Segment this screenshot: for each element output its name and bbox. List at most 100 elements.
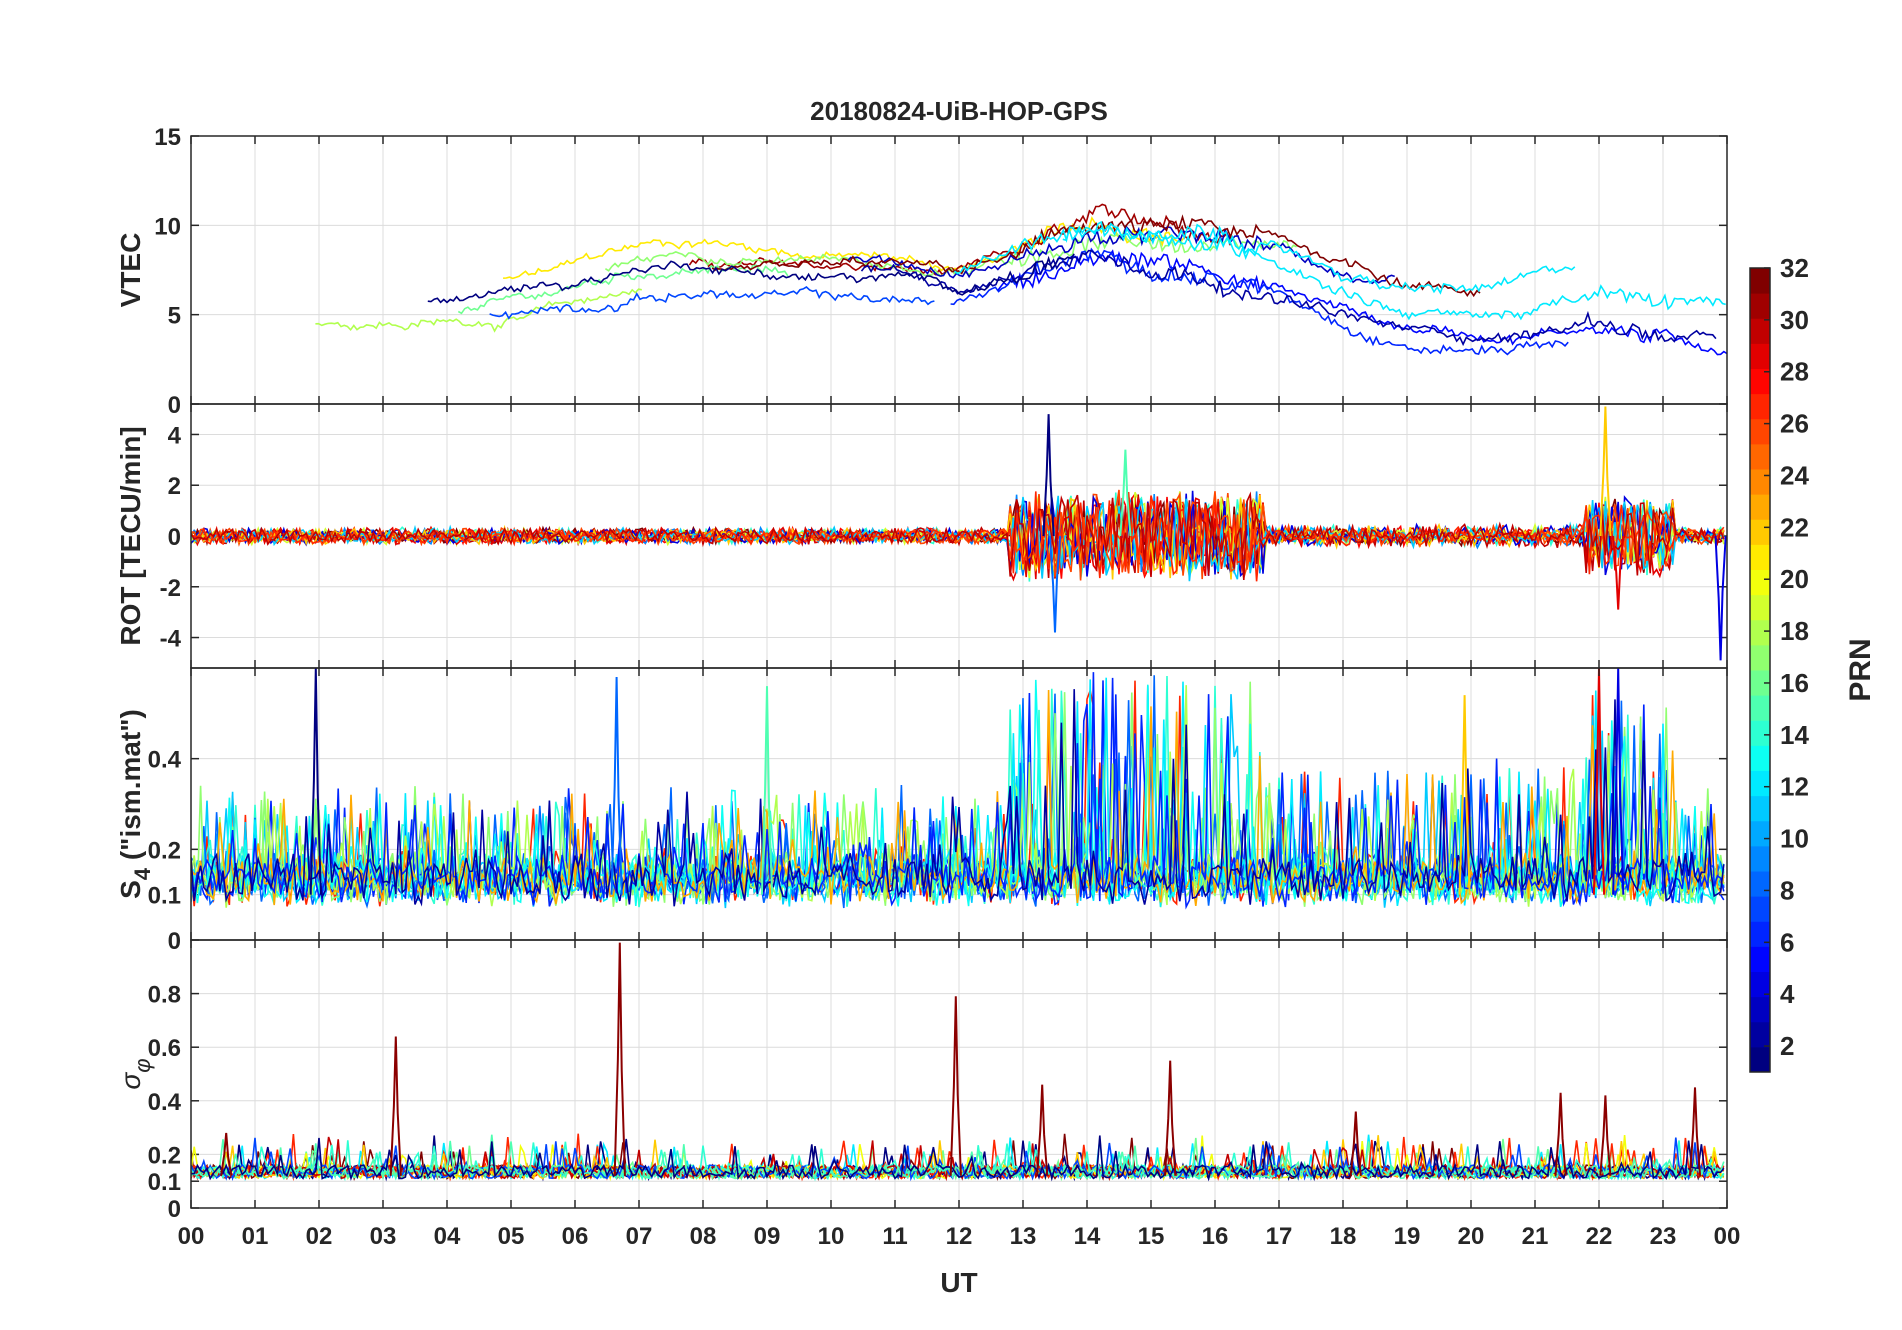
colorbar-band: [1750, 469, 1770, 495]
series-line: [427, 253, 1075, 304]
peak-mark: [610, 677, 623, 895]
series-line: [996, 249, 1727, 356]
x-axis-label: UT: [940, 1267, 977, 1298]
y-tick-label: 0.6: [148, 1035, 181, 1062]
x-tick-label: 23: [1650, 1223, 1677, 1250]
series-line: [191, 689, 1725, 907]
colorbar-band: [1750, 393, 1770, 420]
x-tick-label: 21: [1522, 1223, 1549, 1250]
series-line: [503, 216, 1186, 280]
peak-mark: [613, 942, 626, 1176]
colorbar-tick-label: 10: [1780, 824, 1809, 854]
colorbar-band: [1750, 1046, 1770, 1073]
y-tick-label: 4: [168, 422, 182, 449]
colorbar-tick-label: 20: [1780, 564, 1809, 594]
y-tick-label: 0: [168, 392, 181, 419]
x-tick-label: 16: [1202, 1223, 1229, 1250]
x-tick-label: 22: [1586, 1223, 1613, 1250]
y-axis-label: σφ: [115, 1058, 155, 1089]
series-line: [191, 672, 1725, 910]
colorbar-band: [1750, 1021, 1770, 1048]
peak-mark: [1048, 535, 1062, 633]
peak-mark: [220, 1132, 233, 1177]
colorbar-tick-label: 18: [1780, 616, 1809, 646]
peak-mark: [1042, 414, 1055, 537]
colorbar-frame: [1749, 267, 1771, 1073]
y-axis-label: ROT [TECU/min]: [115, 426, 146, 645]
colorbar-tick-label: 32: [1780, 253, 1809, 283]
colorbar-band: [1750, 594, 1770, 621]
colorbar-band: [1750, 293, 1770, 319]
colorbar-tick-label: 26: [1780, 409, 1809, 439]
colorbar-band: [1750, 644, 1770, 671]
colorbar-tick-label: 22: [1780, 512, 1809, 542]
panel-3: 0 0.1 0.2 0.4S4 ("ism.mat"): [115, 667, 1728, 955]
traces: [315, 203, 1727, 356]
colorbar-tick-label: 28: [1780, 357, 1809, 387]
series-line: [953, 224, 1726, 321]
y-axis-label: S4 ("ism.mat"): [115, 709, 155, 899]
series-line: [489, 286, 935, 320]
peak-mark: [760, 686, 774, 895]
series-line: [860, 249, 1717, 347]
peak-mark: [309, 668, 322, 895]
series-line: [1062, 220, 1576, 295]
peak-mark: [1592, 668, 1606, 895]
colorbar-band: [1750, 946, 1770, 972]
colorbar-tick-label: 24: [1780, 460, 1809, 490]
peak-mark: [1714, 535, 1727, 661]
x-tick-label: 15: [1138, 1223, 1165, 1250]
colorbar-tick-label: 12: [1780, 772, 1809, 802]
traces: [191, 942, 1725, 1182]
series-line: [191, 491, 1725, 581]
traces: [191, 668, 1725, 910]
y-tick-label: -4: [160, 626, 182, 653]
colorbar-band: [1750, 268, 1770, 294]
x-tick-label: 19: [1394, 1223, 1421, 1250]
colorbar-band: [1750, 770, 1770, 797]
y-tick-label: 0.1: [148, 883, 181, 910]
peak-mark: [1458, 695, 1471, 895]
y-tick-label: -2: [160, 575, 181, 602]
colorbar-tick-label: 16: [1780, 668, 1809, 698]
series-line: [604, 229, 1297, 278]
colorbar-band: [1750, 996, 1770, 1023]
x-tick-label: 14: [1074, 1223, 1101, 1250]
colorbar-band: [1750, 569, 1770, 596]
y-tick-label: 0.2: [148, 837, 181, 864]
x-tick-label: 06: [562, 1223, 589, 1250]
y-tick-label: 0.8: [148, 982, 181, 1009]
colorbar-tick-label: 30: [1780, 305, 1809, 335]
colorbar-band: [1750, 443, 1770, 470]
peak-mark: [1036, 1084, 1049, 1176]
series-line: [457, 264, 789, 315]
colorbar-band: [1750, 318, 1770, 344]
colorbar-band: [1750, 343, 1770, 369]
peak-mark: [1349, 1111, 1362, 1176]
peak-mark: [1612, 668, 1625, 895]
series-line: [315, 288, 642, 333]
colorbar-label: PRN: [1844, 638, 1877, 701]
colorbar-band: [1750, 670, 1770, 696]
x-tick-label: 02: [306, 1223, 333, 1250]
x-tick-label: 00: [1714, 1223, 1741, 1250]
x-tick-label: 01: [242, 1223, 269, 1250]
x-tick-label: 10: [818, 1223, 845, 1250]
series-line: [846, 224, 1395, 285]
y-tick-label: 2: [168, 473, 181, 500]
series-line: [191, 1135, 1725, 1182]
peak-mark: [1164, 1060, 1177, 1176]
colorbar-band: [1750, 871, 1770, 897]
colorbar-band: [1750, 820, 1770, 847]
x-tick-label: 00: [178, 1223, 205, 1250]
colorbar-band: [1750, 720, 1770, 746]
peak-mark: [949, 996, 962, 1176]
colorbar-band: [1750, 921, 1770, 947]
panel-1: 0 5 10 15 VTEC: [115, 124, 1728, 419]
y-tick-label: 0: [168, 524, 181, 551]
peak-mark: [1554, 1092, 1567, 1176]
y-tick-label: 0.4: [148, 747, 182, 774]
y-tick-label: 5: [168, 303, 181, 330]
x-tick-label: 18: [1330, 1223, 1357, 1250]
